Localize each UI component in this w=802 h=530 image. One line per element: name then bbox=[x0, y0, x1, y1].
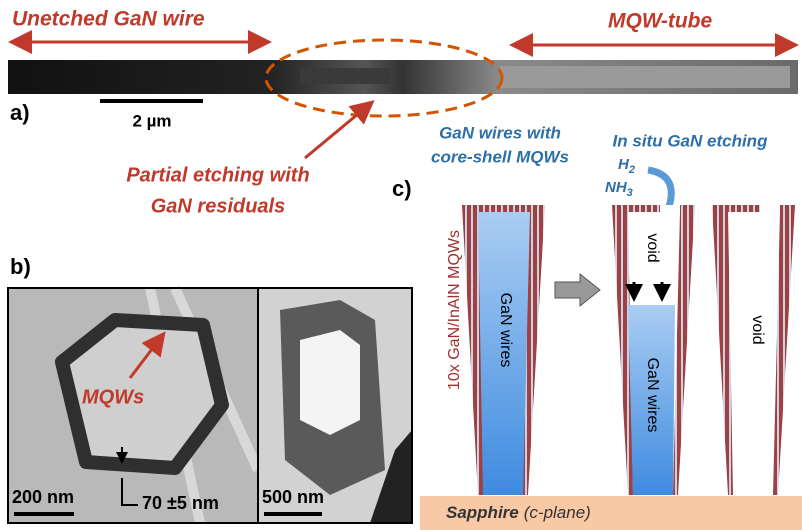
annotation: Partial etching with bbox=[126, 164, 309, 186]
gas-base: NH bbox=[605, 179, 628, 196]
annotation: GaN residuals bbox=[151, 195, 286, 217]
panel-c: GaN wires with core-shell MQWs In situ G… bbox=[392, 123, 802, 530]
void-label: void bbox=[644, 233, 661, 262]
tube-interior bbox=[500, 66, 790, 88]
panel-label: a) bbox=[10, 100, 30, 125]
flow-arrow bbox=[648, 170, 671, 210]
gas-sub: 3 bbox=[627, 187, 633, 199]
substrate-name: Sapphire bbox=[446, 503, 519, 522]
annotation: MQWs bbox=[82, 386, 144, 408]
residual bbox=[300, 68, 390, 84]
figure: Unetched GaN wire MQW-tube a) 2 µm Parti… bbox=[0, 0, 802, 530]
process-arrow bbox=[555, 274, 600, 306]
substrate-label: Sapphire (c-plane) bbox=[446, 503, 591, 522]
scale-label: 500 nm bbox=[262, 487, 324, 507]
gas: NH3 bbox=[605, 179, 633, 199]
scale-label: 200 nm bbox=[12, 487, 74, 507]
panel-label: c) bbox=[392, 176, 412, 201]
substrate-note: (c-plane) bbox=[524, 503, 591, 522]
panel-label: b) bbox=[10, 254, 31, 279]
mqw-label: 10x GaN/InAlN MQWs bbox=[446, 230, 463, 390]
panel-b: b) MQWs 70 ±5 nm 200 nm 500 nm bbox=[8, 254, 412, 523]
caption: GaN wires with bbox=[439, 123, 561, 142]
wire-label: GaN wires bbox=[644, 358, 661, 433]
label: Unetched GaN wire bbox=[12, 8, 205, 31]
void-region bbox=[728, 212, 780, 495]
prism-window bbox=[300, 330, 360, 435]
scale-label: 2 µm bbox=[132, 111, 171, 130]
gas-sub: 2 bbox=[628, 164, 635, 176]
thickness-label: 70 ±5 nm bbox=[142, 493, 219, 513]
wire-label: GaN wires bbox=[497, 293, 514, 368]
label: MQW-tube bbox=[608, 10, 713, 33]
caption: In situ GaN etching bbox=[613, 131, 769, 150]
opening bbox=[760, 205, 780, 213]
gas: H2 bbox=[618, 156, 635, 176]
void-label: void bbox=[749, 315, 766, 344]
opening bbox=[660, 205, 680, 213]
caption: core-shell MQWs bbox=[431, 147, 569, 166]
